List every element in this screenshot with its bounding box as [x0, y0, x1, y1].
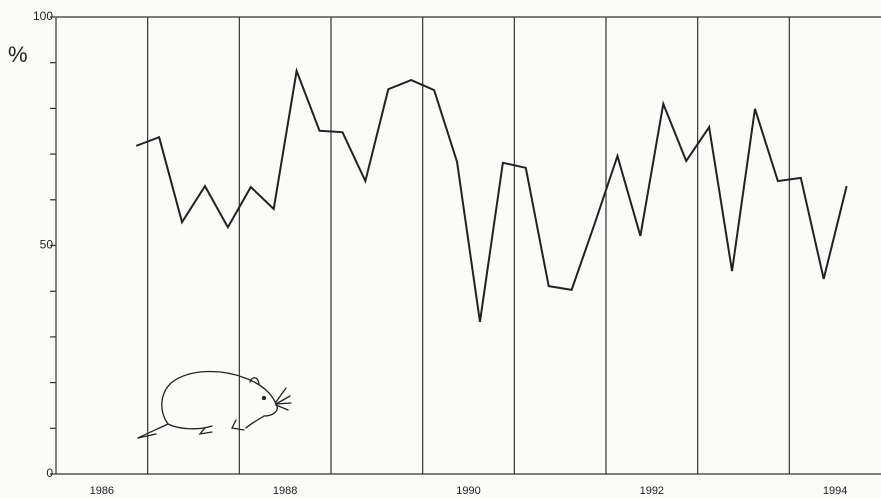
x-tick-label: 1994: [823, 485, 847, 497]
y-tick-label: 0: [46, 466, 53, 480]
y-axis-label: %: [8, 42, 28, 67]
mouse-illustration: [137, 370, 292, 439]
x-tick-label: 1986: [90, 485, 114, 497]
y-tick-label: 50: [40, 238, 54, 252]
x-tick-label: 1988: [273, 485, 297, 497]
data-line: [135, 67, 848, 322]
x-tick-label: 1992: [640, 485, 664, 497]
y-tick-label: 100: [33, 9, 53, 23]
x-tick-label: 1990: [456, 485, 480, 497]
